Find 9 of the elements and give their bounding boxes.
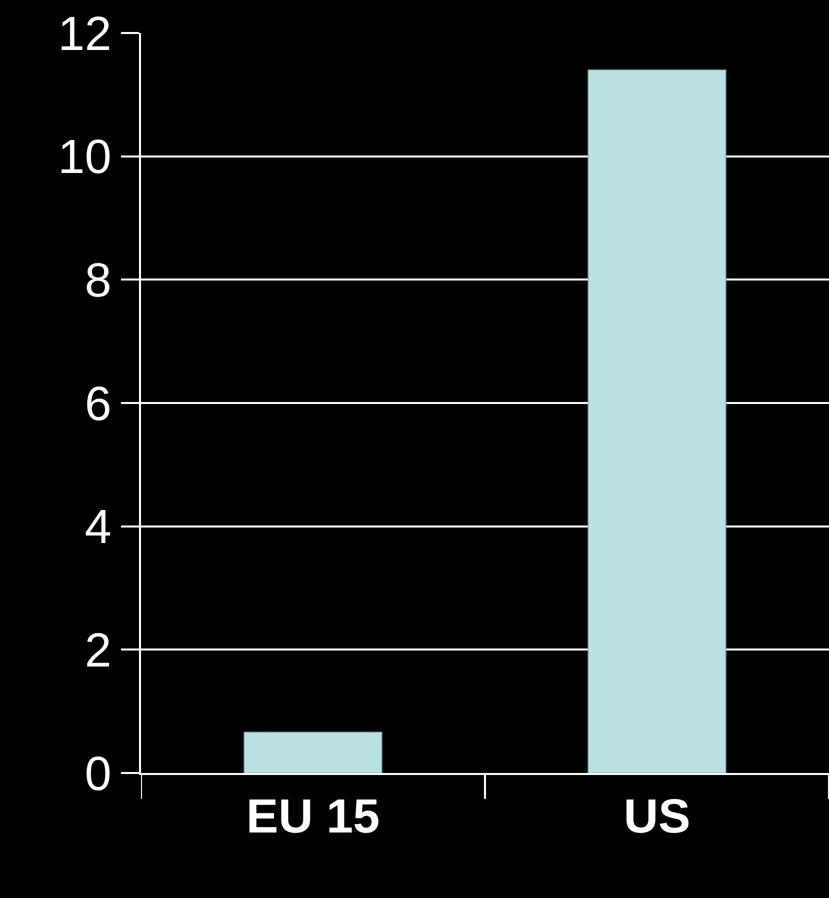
x-tick-label: EU 15 <box>246 790 380 844</box>
y-tick-label: 10 <box>58 131 112 184</box>
y-tick-label: 8 <box>84 254 112 308</box>
y-tick-label: 0 <box>84 748 112 801</box>
y-tick-label: 4 <box>84 501 112 554</box>
y-tick-label: 2 <box>84 624 112 678</box>
x-tick-label: US <box>624 790 690 844</box>
y-tick-label: 6 <box>84 378 112 431</box>
y-tick-label: 12 <box>58 8 112 61</box>
